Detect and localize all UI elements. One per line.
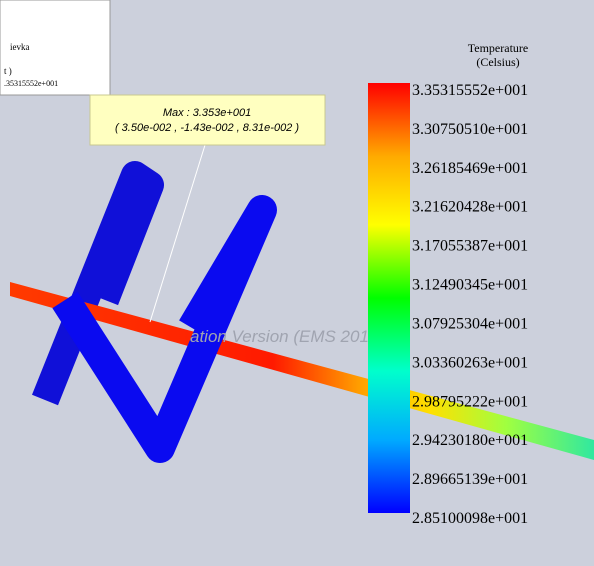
tooltip	[90, 95, 325, 145]
legend-label: 3.17055387e+001	[412, 238, 528, 255]
tooltip-title: Max : 3.353e+001	[163, 107, 251, 119]
legend-label: 3.07925304e+001	[412, 315, 528, 332]
legend-unit: (Celsius)	[476, 55, 519, 69]
legend-labels: 3.35315552e+001 3.30750510e+001 3.26185469…	[412, 82, 528, 527]
page: ievka t ) .35315552e+001 ation Version (…	[0, 0, 594, 566]
legend-label: 3.30750510e+001	[412, 121, 528, 138]
legend-label: 3.03360263e+001	[412, 354, 528, 371]
color-bar	[368, 83, 410, 513]
info-line: t )	[4, 66, 12, 76]
legend-label: 3.21620428e+001	[412, 199, 528, 216]
legend-label: 3.26185469e+001	[412, 160, 528, 177]
info-line: .35315552e+001	[4, 79, 58, 88]
tooltip-coords: ( 3.50e-002 , -1.43e-002 , 8.31e-002 )	[115, 122, 299, 134]
watermark: ation Version (EMS 2018)	[190, 327, 384, 346]
legend-title: Temperature	[468, 41, 528, 55]
legend-label: 2.85100098e+001	[412, 510, 528, 527]
legend-label: 2.94230180e+001	[412, 432, 528, 449]
legend-label: 2.89665139e+001	[412, 471, 528, 488]
info-line: ievka	[10, 42, 30, 52]
legend-label: 3.12490345e+001	[412, 277, 528, 294]
legend-label: 3.35315552e+001	[412, 82, 528, 99]
legend-label: 2.98795222e+001	[412, 393, 528, 410]
viewport: ievka t ) .35315552e+001 ation Version (…	[0, 0, 594, 566]
